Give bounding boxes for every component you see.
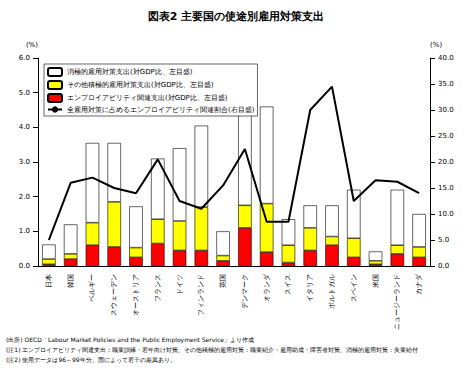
svg-text:(%): (%) <box>430 41 442 49</box>
svg-text:スペイン: スペイン <box>350 274 358 302</box>
svg-text:0.0: 0.0 <box>438 262 449 270</box>
svg-text:フィンランド: フィンランド <box>197 274 205 316</box>
svg-text:フランス: フランス <box>154 274 162 302</box>
svg-text:デンマーク: デンマーク <box>241 274 249 309</box>
svg-text:カナダ: カナダ <box>415 273 423 295</box>
svg-text:(注2) 使用データは96～99年分。国によって若干の差異あ: (注2) 使用データは96～99年分。国によって若干の差異あり。 <box>6 356 176 364</box>
svg-text:40.0: 40.0 <box>438 54 454 62</box>
svg-text:3.0: 3.0 <box>19 158 30 166</box>
svg-text:エンプロイアビリティ関連支出(対GDP比、左目盛): エンプロイアビリティ関連支出(対GDP比、左目盛) <box>67 94 228 102</box>
svg-text:英国: 英国 <box>219 274 227 288</box>
svg-text:韓国: 韓国 <box>67 274 75 288</box>
svg-text:10.0: 10.0 <box>438 210 454 218</box>
svg-text:20.0: 20.0 <box>438 158 454 166</box>
svg-text:ドイツ: ドイツ <box>176 274 184 295</box>
svg-text:1.0: 1.0 <box>19 227 30 235</box>
svg-text:4.0: 4.0 <box>19 123 30 131</box>
svg-text:オランダ: オランダ <box>263 273 271 302</box>
svg-text:消極的雇用対策支出(対GDP比、左目盛): 消極的雇用対策支出(対GDP比、左目盛) <box>67 68 193 76</box>
svg-text:25.0: 25.0 <box>438 132 454 140</box>
svg-text:35.0: 35.0 <box>438 80 454 88</box>
svg-text:スウェーデン: スウェーデン <box>110 274 118 316</box>
svg-text:(%): (%) <box>26 41 38 49</box>
svg-text:(出所) OECD「Labour Market Polici: (出所) OECD「Labour Market Policies and the… <box>6 336 254 344</box>
svg-text:5.0: 5.0 <box>438 236 449 244</box>
svg-text:30.0: 30.0 <box>438 106 454 114</box>
svg-text:2.0: 2.0 <box>19 193 30 201</box>
svg-text:0.0: 0.0 <box>19 262 30 270</box>
svg-text:スイス: スイス <box>284 274 292 295</box>
svg-text:図表2 主要国の使途別雇用対策支出: 図表2 主要国の使途別雇用対策支出 <box>148 10 324 23</box>
svg-text:15.0: 15.0 <box>438 184 454 192</box>
svg-text:5.0: 5.0 <box>19 89 30 97</box>
svg-text:ポルトガル: ポルトガル <box>328 274 336 309</box>
svg-text:オーストリア: オーストリア <box>132 274 140 316</box>
svg-text:日本: 日本 <box>45 274 53 288</box>
svg-text:6.0: 6.0 <box>19 54 30 62</box>
svg-text:米国: 米国 <box>372 274 380 288</box>
svg-text:ニュージーランド: ニュージーランド <box>393 274 401 330</box>
svg-text:イタリア: イタリア <box>306 274 314 302</box>
svg-text:その他積極的雇用対策支出(対GDP比、左目盛): その他積極的雇用対策支出(対GDP比、左目盛) <box>67 81 214 89</box>
svg-text:ベルギー: ベルギー <box>88 274 96 302</box>
svg-text:(注1) エンプロイアビリティ関連支出：職業訓練・若年向け対: (注1) エンプロイアビリティ関連支出：職業訓練・若年向け対策、その他積極的雇用… <box>6 346 418 354</box>
svg-text:全雇用対策に占めるエンプロイアビリティ関連割合(右目盛): 全雇用対策に占めるエンプロイアビリティ関連割合(右目盛) <box>67 106 255 114</box>
